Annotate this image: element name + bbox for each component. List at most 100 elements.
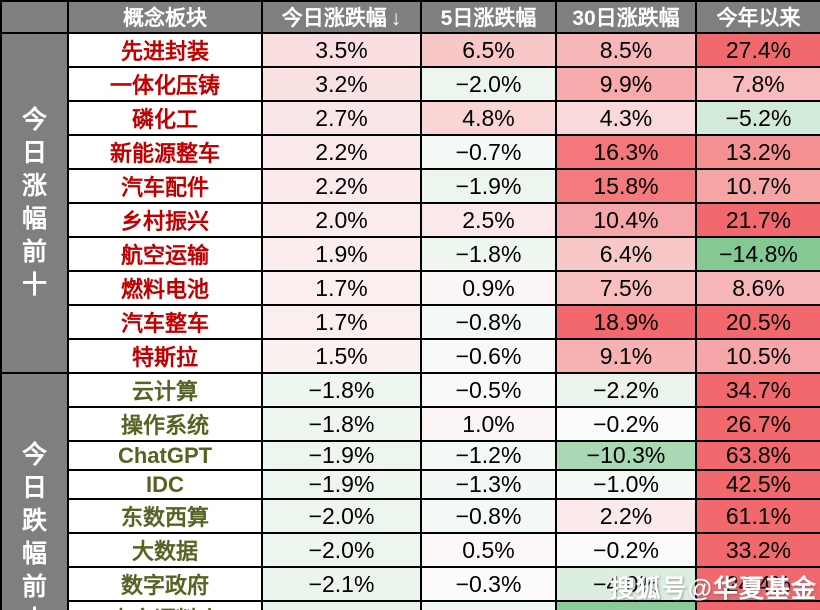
sector-name-cell: 中文语料库 <box>67 600 263 610</box>
30day-change-cell: 2.2% <box>555 498 697 534</box>
table-row: 汽车整车 1.7% −0.8% 18.9% 20.5% <box>1 304 820 340</box>
today-change-column-header: 今日涨跌幅 ↓ <box>261 0 422 34</box>
5day-change-cell: −2.0% <box>420 66 557 102</box>
today-change-cell: −1.8% <box>261 406 422 442</box>
30day-change-cell: 7.5% <box>555 270 697 306</box>
30day-change-cell: 16.3% <box>555 134 697 170</box>
5day-change-cell: −1.3% <box>420 469 557 500</box>
table-row: 磷化工 2.7% 4.8% 4.3% −5.2% <box>1 100 820 136</box>
5day-change-cell: −1.2% <box>420 440 557 471</box>
5day-change-cell: 1.0% <box>420 406 557 442</box>
today-change-cell: −1.9% <box>261 469 422 500</box>
sector-name-cell: 新能源整车 <box>67 134 263 170</box>
ytd-change-cell: −5.2% <box>695 100 820 136</box>
30day-change-cell: 9.9% <box>555 66 697 102</box>
today-change-cell: −2.4% <box>261 600 422 610</box>
sector-name-cell: 先进封装 <box>67 32 263 68</box>
table-row: 新能源整车 2.2% −0.7% 16.3% 13.2% <box>1 134 820 170</box>
today-change-cell: 2.0% <box>261 202 422 238</box>
5day-change-cell: −0.6% <box>420 338 557 374</box>
sector-name-cell: 航空运输 <box>67 236 263 272</box>
ytd-change-cell: 8.6% <box>695 270 820 306</box>
row-group-label-top-gainers: 今日涨幅前十 <box>0 32 69 374</box>
table-row: 燃料电池 1.7% 0.9% 7.5% 8.6% <box>1 270 820 306</box>
today-change-cell: 3.2% <box>261 66 422 102</box>
ytd-change-cell: 10.7% <box>695 168 820 204</box>
5day-change-cell: −0.5% <box>420 372 557 408</box>
sort-descending-icon: ↓ <box>390 7 402 30</box>
sector-name-cell: 燃料电池 <box>67 270 263 306</box>
30day-change-cell: −4.0% <box>555 566 697 602</box>
5day-change-cell: 0.9% <box>420 270 557 306</box>
table-row: 数字政府 −2.1% −0.3% −4.0% 24.4% <box>1 566 820 602</box>
sector-name-cell: 磷化工 <box>67 100 263 136</box>
ytd-change-column-label: 今年以来 <box>716 7 801 30</box>
30day-change-cell: −2.2% <box>555 372 697 408</box>
5day-change-cell: 2.5% <box>420 202 557 238</box>
sector-column-header: 概念板块 <box>67 0 263 34</box>
sector-name-cell: 乡村振兴 <box>67 202 263 238</box>
group-column-header <box>0 0 69 34</box>
5day-change-cell: −0.8% <box>420 498 557 534</box>
table-row: 东数西算 −2.0% −0.8% 2.2% 61.1% <box>1 498 820 534</box>
table-row: 今日涨幅前十先进封装 3.5% 6.5% 8.5% 27.4% <box>0 32 820 374</box>
30day-change-column-header: 30日涨跌幅 <box>555 0 697 34</box>
today-change-cell: 1.5% <box>261 338 422 374</box>
table-row: 特斯拉 1.5% −0.6% 9.1% 10.5% <box>1 338 820 374</box>
header-row: 概念板块 今日涨跌幅 ↓ 5日涨跌幅 30日涨跌幅 今年以来 <box>0 0 820 34</box>
ytd-change-cell: 7.8% <box>695 66 820 102</box>
table-row: 操作系统 −1.8% 1.0% −0.2% 26.7% <box>1 406 820 442</box>
5day-change-cell: −0.3% <box>420 566 557 602</box>
today-change-cell: 1.7% <box>261 304 422 340</box>
today-change-cell: 2.7% <box>261 100 422 136</box>
ytd-change-cell: 63.8% <box>695 440 820 471</box>
sector-column-label: 概念板块 <box>123 7 207 30</box>
5day-change-cell: −1.4% <box>420 600 557 610</box>
5day-change-column-header: 5日涨跌幅 <box>420 0 557 34</box>
table-row: ChatGPT −1.9% −1.2% −10.3% 63.8% <box>1 440 820 471</box>
ytd-change-cell: 33.2% <box>695 532 820 568</box>
30day-change-cell: −0.2% <box>555 406 697 442</box>
today-change-cell: 1.7% <box>261 270 422 306</box>
30day-change-cell: 4.3% <box>555 100 697 136</box>
30day-change-cell: 15.8% <box>555 168 697 204</box>
ytd-change-cell: 10.5% <box>695 338 820 374</box>
5day-change-cell: −1.9% <box>420 168 557 204</box>
sector-name-cell: IDC <box>67 469 263 500</box>
today-change-column-label: 今日涨跌幅 <box>281 7 387 30</box>
ytd-change-cell: 27.4% <box>695 32 820 68</box>
table-row: 汽车配件 2.2% −1.9% 15.8% 10.7% <box>1 168 820 204</box>
table-row: 一体化压铸 3.2% −2.0% 9.9% 7.8% <box>1 66 820 102</box>
ytd-change-cell: −14.8% <box>695 236 820 272</box>
sector-name-cell: 东数西算 <box>67 498 263 534</box>
5day-change-cell: −1.8% <box>420 236 557 272</box>
ytd-change-cell: 13.2% <box>695 134 820 170</box>
table-row: 乡村振兴 2.0% 2.5% 10.4% 21.7% <box>1 202 820 238</box>
table-row: 中文语料库−2.4%−1.4%−14.0%77.0% <box>1 600 820 610</box>
5day-change-cell: 6.5% <box>420 32 557 68</box>
sector-name-cell: 一体化压铸 <box>67 66 263 102</box>
today-change-cell: −1.8% <box>261 372 422 408</box>
sector-name-cell: ChatGPT <box>67 440 263 471</box>
ytd-change-column-header: 今年以来 <box>695 0 820 34</box>
today-change-cell: 1.9% <box>261 236 422 272</box>
ytd-change-cell: 42.5% <box>695 469 820 500</box>
5day-change-cell: 4.8% <box>420 100 557 136</box>
ytd-change-cell: 34.7% <box>695 372 820 408</box>
5day-change-column-label: 5日涨跌幅 <box>440 7 537 30</box>
30day-change-cell: −10.3% <box>555 440 697 471</box>
30day-change-column-label: 30日涨跌幅 <box>572 7 680 30</box>
today-change-cell: 2.2% <box>261 168 422 204</box>
table-row: 今日跌幅前十云计算−1.8%−0.5%−2.2%34.7% <box>0 372 820 610</box>
5day-change-cell: 0.5% <box>420 532 557 568</box>
30day-change-cell: 18.9% <box>555 304 697 340</box>
today-change-cell: −2.1% <box>261 566 422 602</box>
today-change-cell: 2.2% <box>261 134 422 170</box>
table-row: 大数据 −2.0% 0.5% −0.2% 33.2% <box>1 532 820 568</box>
sector-name-cell: 云计算 <box>67 372 263 408</box>
table-row: IDC −1.9% −1.3% −1.0% 42.5% <box>1 469 820 500</box>
sector-name-cell: 操作系统 <box>67 406 263 442</box>
ytd-change-cell: 26.7% <box>695 406 820 442</box>
ytd-change-cell: 77.0% <box>695 600 820 610</box>
5day-change-cell: −0.7% <box>420 134 557 170</box>
